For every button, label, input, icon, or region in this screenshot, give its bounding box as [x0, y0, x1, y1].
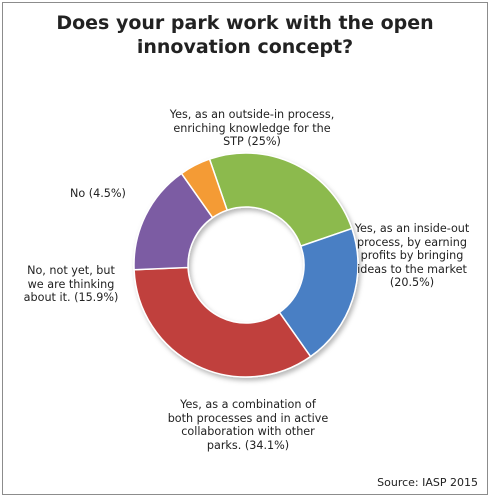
source-note: Source: IASP 2015 — [377, 476, 478, 489]
chart-title: Does your park work with the open innova… — [3, 11, 487, 59]
slice-no — [180, 158, 229, 219]
title-line-2: innovation concept? — [136, 36, 354, 58]
label-no: No (4.5%) — [70, 187, 126, 200]
slice-combination — [133, 266, 312, 378]
label-outside-in: Yes, as an outside-in process, enriching… — [169, 108, 335, 148]
chart-frame: Does your park work with the open innova… — [2, 2, 488, 495]
label-combination: Yes, as a combination of both processes … — [167, 398, 329, 452]
label-thinking: No, not yet, but we are thinking about i… — [23, 264, 119, 304]
title-line-1: Does your park work with the open — [56, 12, 434, 34]
donut-slices — [133, 152, 359, 378]
slice-outside-in — [208, 152, 353, 248]
slice-inside-out — [278, 227, 359, 358]
label-inside-out: Yes, as an inside-out process, by earnin… — [354, 222, 470, 289]
